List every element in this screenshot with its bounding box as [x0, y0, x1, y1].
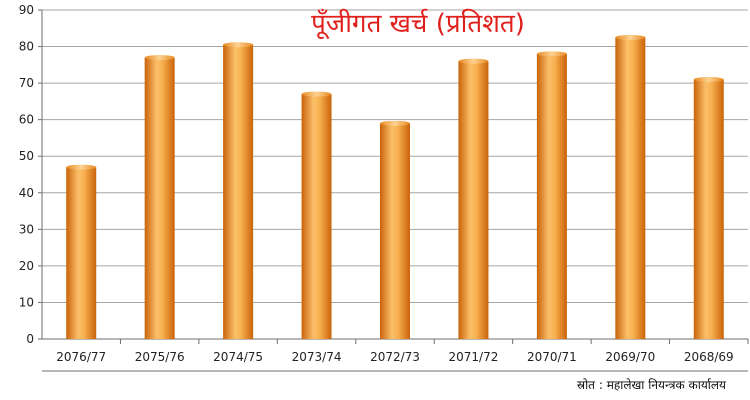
chart-title: पूँजीगत खर्च (प्रतिशत) [311, 8, 525, 40]
bar-2072-73 [380, 120, 410, 339]
bar-body [693, 79, 724, 339]
bar-2073-74 [301, 91, 332, 339]
x-tick-label: 2072/73 [370, 350, 420, 364]
bars [66, 34, 724, 340]
bar-body [615, 37, 646, 340]
y-tick-label: 10 [19, 295, 34, 309]
bar-body [223, 44, 254, 339]
bar-cap [615, 34, 646, 40]
y-axis-ticks: 0 10 20 30 40 50 60 70 80 90 [19, 3, 34, 346]
bar-2076-77 [66, 164, 97, 339]
bar-body [144, 57, 175, 340]
bar-2075-76 [144, 55, 175, 340]
bar-cap [693, 76, 724, 82]
x-axis-ticks: 2076/77 2075/76 2074/75 2073/74 2072/73 2071/… [56, 350, 733, 364]
bar-cap [66, 164, 97, 170]
bar-cap [301, 91, 332, 97]
x-tick-label: 2073/74 [292, 350, 342, 364]
x-tick-label: 2069/70 [605, 350, 655, 364]
y-tick-label: 40 [19, 186, 34, 200]
y-tick-label: 60 [19, 113, 34, 127]
bar-2070-71 [536, 51, 567, 339]
bar-cap [458, 58, 489, 64]
bar-body [301, 94, 332, 339]
bar-body [66, 167, 97, 339]
bar-cap [536, 51, 567, 57]
bar-cap [144, 55, 175, 61]
y-tick-label: 0 [26, 332, 34, 346]
bar-2069-70 [615, 34, 646, 340]
x-tick-label: 2076/77 [56, 350, 106, 364]
bar-2074-75 [223, 42, 254, 339]
x-tick-label: 2068/69 [684, 350, 734, 364]
x-tick-label: 2070/71 [527, 350, 577, 364]
bar-cap [380, 120, 410, 126]
y-tick-label: 70 [19, 76, 34, 90]
bar-cap [223, 42, 254, 48]
x-tick-label: 2071/72 [449, 350, 499, 364]
bar-body [380, 123, 410, 339]
y-tick-label: 20 [19, 259, 34, 273]
x-tick-label: 2075/76 [135, 350, 185, 364]
x-tick-label: 2074/75 [213, 350, 263, 364]
y-tick-label: 90 [19, 3, 34, 17]
bar-body [536, 53, 567, 339]
y-tick-label: 30 [19, 222, 34, 236]
bar-2071-72 [458, 58, 489, 340]
source-note: स्रोत : महालेखा नियन्त्रक कार्यालय [577, 378, 727, 392]
bar-2068-69 [693, 76, 724, 339]
bar-body [458, 61, 489, 340]
y-tick-label: 50 [19, 149, 34, 163]
y-tick-label: 80 [19, 40, 34, 54]
